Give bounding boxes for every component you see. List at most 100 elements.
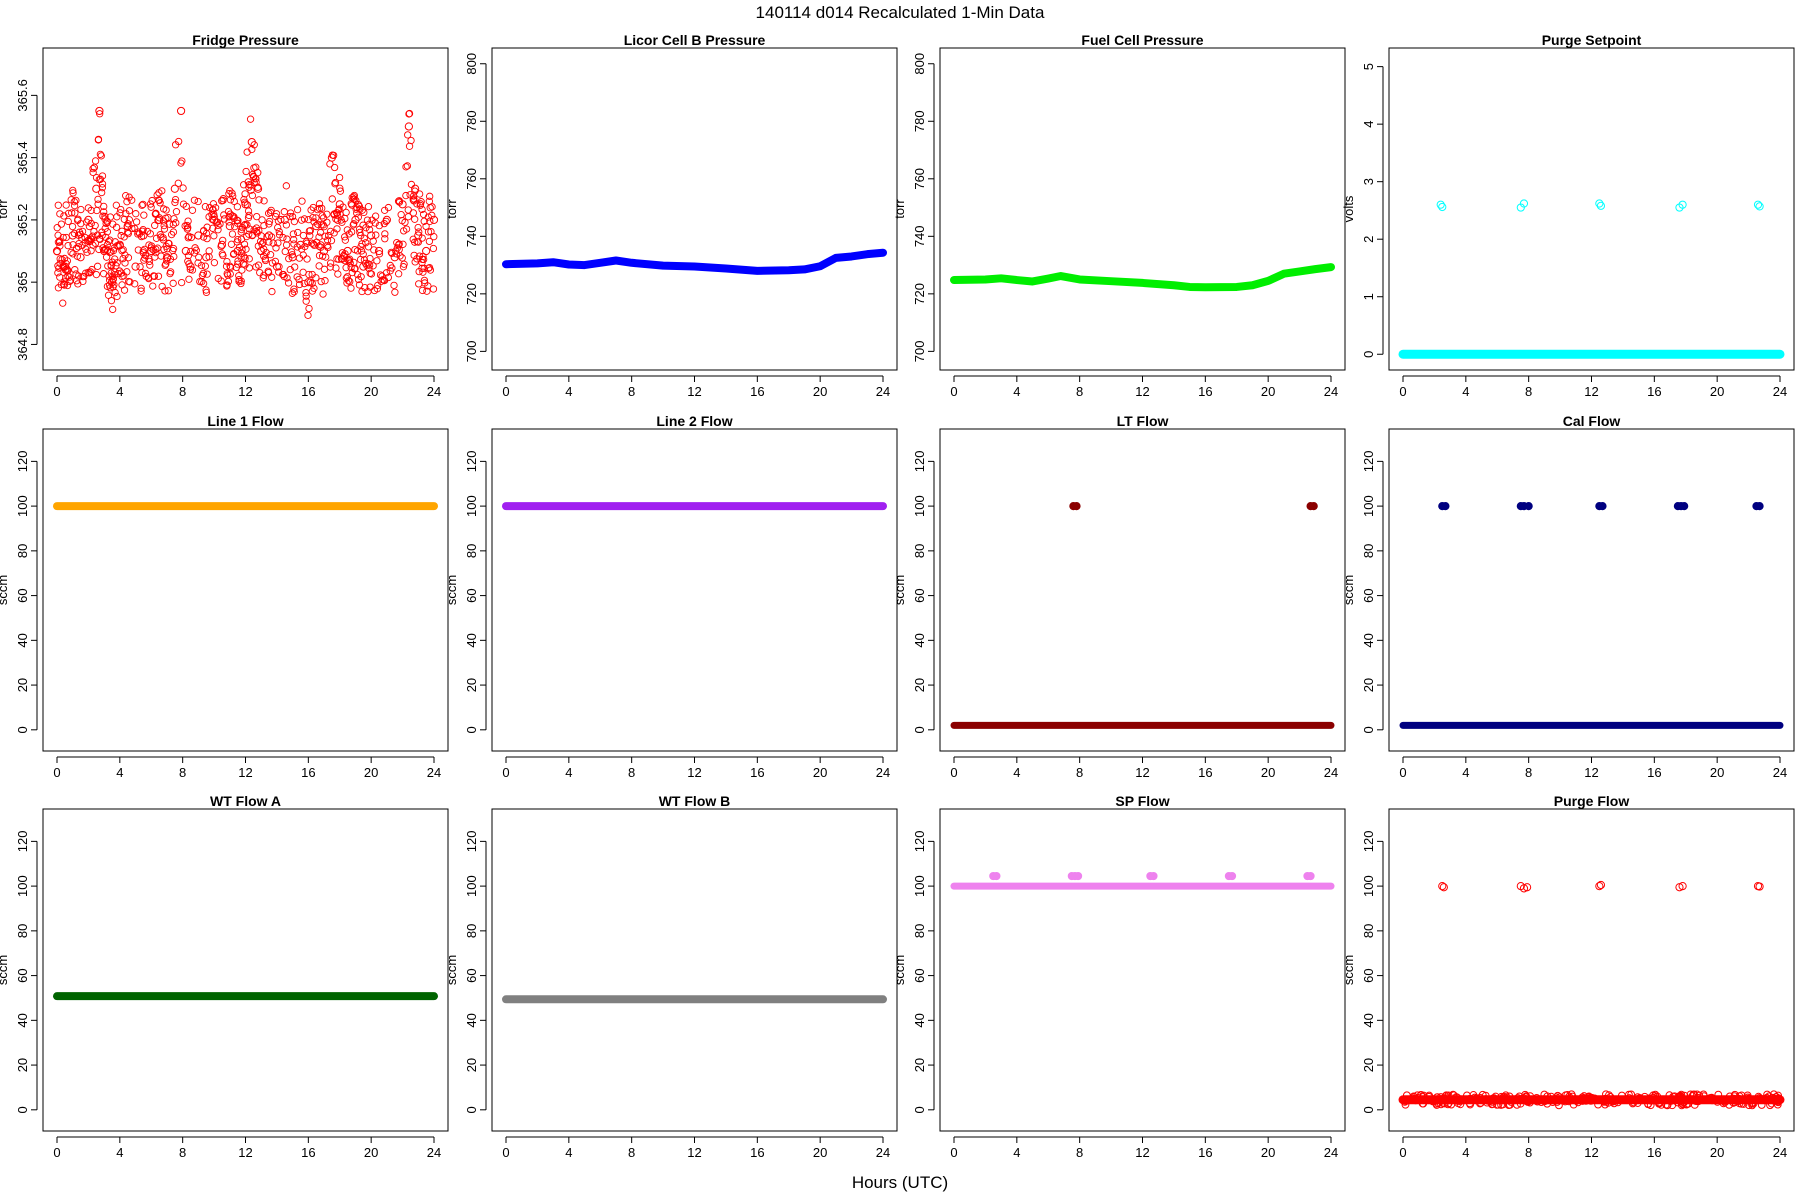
- data-point: [132, 210, 140, 218]
- data-point: [309, 213, 317, 222]
- data-point: [1555, 1101, 1563, 1110]
- data-point: [1743, 1093, 1752, 1102]
- y-tick-label: 800: [912, 53, 927, 75]
- data-point: [298, 197, 306, 205]
- y-tick-label: 100: [15, 875, 30, 897]
- data-point: [350, 193, 358, 201]
- x-tick-label: 16: [1198, 1145, 1212, 1160]
- data-point: [87, 206, 95, 215]
- y-tick-label: 740: [912, 225, 927, 247]
- data-point: [317, 277, 325, 286]
- x-tick-label: 16: [750, 384, 764, 399]
- data-point: [53, 248, 61, 256]
- data-point: [392, 247, 400, 255]
- data-point: [128, 224, 136, 233]
- data-point: [288, 212, 297, 221]
- y-axis-label: sccm: [0, 575, 10, 605]
- data-point: [342, 264, 350, 272]
- data-point: [64, 217, 72, 226]
- x-tick-label: 12: [687, 384, 701, 399]
- data-point: [89, 232, 97, 240]
- y-tick-label: 100: [912, 495, 927, 517]
- y-tick-label: 40: [1361, 633, 1376, 647]
- data-point: [182, 202, 190, 211]
- data-point: [174, 179, 182, 187]
- data-point: [293, 205, 302, 214]
- x-tick-label: 0: [950, 1145, 957, 1160]
- data-point: [330, 229, 338, 237]
- data-point: [1674, 1092, 1683, 1101]
- data-point: [120, 215, 128, 223]
- data-point: [77, 205, 85, 214]
- data-point: [319, 214, 328, 222]
- data-point: [223, 281, 231, 289]
- data-point: [275, 227, 283, 236]
- x-tick-label: 24: [427, 1145, 441, 1160]
- y-tick-label: 365.6: [15, 79, 30, 112]
- data-point: [108, 273, 116, 281]
- data-point: [60, 254, 69, 263]
- data-point: [98, 188, 106, 197]
- data-point: [1449, 1091, 1458, 1100]
- data-point: [1761, 1095, 1770, 1103]
- data-point: [253, 212, 261, 221]
- data-point: [169, 220, 177, 229]
- data-point: [363, 216, 372, 224]
- data-point: [359, 250, 367, 258]
- data-point: [1227, 871, 1237, 881]
- y-tick-label: 40: [912, 1013, 927, 1027]
- data-point: [1755, 502, 1764, 511]
- y-tick-label: 0: [912, 1106, 927, 1113]
- panel-title: SP Flow: [1115, 793, 1169, 809]
- x-tick-label: 12: [1135, 1145, 1149, 1160]
- data-point: [380, 219, 388, 228]
- data-point: [429, 285, 438, 293]
- data-point: [165, 239, 173, 248]
- data-point: [241, 261, 249, 269]
- data-point: [55, 264, 63, 272]
- data-point: [344, 277, 353, 285]
- data-point: [312, 214, 320, 222]
- data-point: [177, 159, 185, 167]
- x-tick-label: 0: [502, 384, 509, 399]
- x-tick-label: 0: [502, 1145, 509, 1160]
- x-tick-label: 20: [1261, 765, 1275, 780]
- data-point: [254, 242, 262, 250]
- data-point: [366, 269, 374, 277]
- data-point: [87, 219, 95, 228]
- y-tick-label: 60: [464, 588, 479, 602]
- data-point: [394, 197, 403, 205]
- data-point: [369, 237, 377, 245]
- data-point: [338, 255, 346, 263]
- data-point: [1429, 1095, 1438, 1104]
- y-tick-label: 20: [15, 678, 30, 692]
- data-point: [169, 244, 178, 253]
- data-point: [1574, 1098, 1583, 1107]
- data-point: [1772, 1092, 1781, 1101]
- data-point: [109, 305, 117, 314]
- data-point: [312, 274, 320, 282]
- x-tick-label: 16: [301, 765, 315, 780]
- x-tick-label: 8: [628, 1145, 635, 1160]
- data-point: [358, 287, 366, 296]
- y-tick-label: 80: [15, 924, 30, 938]
- data-point: [68, 222, 77, 231]
- data-point: [1491, 1092, 1500, 1101]
- data-point: [140, 211, 148, 219]
- y-tick-label: 365.4: [15, 141, 30, 174]
- data-point: [1595, 882, 1604, 891]
- plot-frame: [939, 428, 1346, 752]
- data-point: [287, 209, 295, 217]
- data-point: [137, 232, 146, 241]
- data-point: [209, 200, 218, 208]
- data-point: [73, 252, 82, 260]
- y-tick-label: 120: [912, 451, 927, 473]
- panel-line-1-flow: Line 1 Flow sccm 0 4 8 12 16 20 24 0 20 40 60 80 100 12…: [0, 413, 449, 780]
- data-point: [328, 195, 336, 203]
- data-point: [254, 261, 263, 269]
- data-point: [345, 230, 353, 238]
- data-point: [342, 274, 350, 282]
- data-point: [348, 268, 356, 277]
